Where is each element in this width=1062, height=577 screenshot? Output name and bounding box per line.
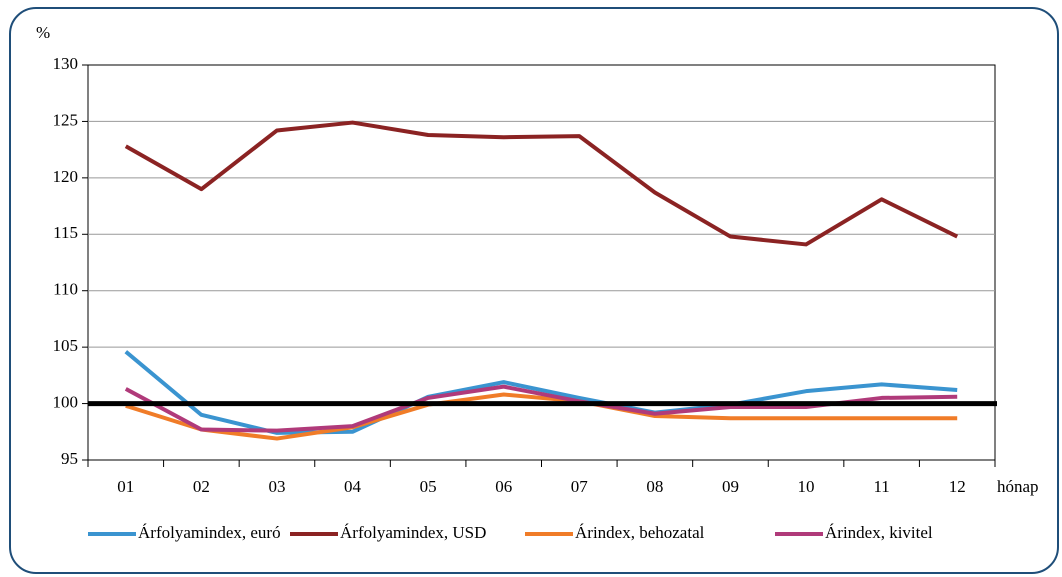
y-tick-label: 105 xyxy=(53,336,79,355)
x-tick-label: 11 xyxy=(873,477,889,496)
legend-label: Árfolyamindex, USD xyxy=(340,523,486,542)
y-tick-label: 110 xyxy=(53,280,78,299)
y-tick-label: 100 xyxy=(53,392,79,411)
x-tick-label: 04 xyxy=(344,477,362,496)
series-line xyxy=(125,392,958,441)
y-axis-label: % xyxy=(36,23,50,42)
x-tick-label: 08 xyxy=(646,477,663,496)
series-line xyxy=(124,120,959,247)
y-tick-label: 120 xyxy=(53,167,79,186)
x-tick-label: 09 xyxy=(722,477,739,496)
legend-label: Árindex, behozatal xyxy=(575,523,705,542)
legend-label: Árindex, kivitel xyxy=(825,523,933,542)
y-tick-label: 130 xyxy=(53,54,79,73)
x-tick-label: 02 xyxy=(193,477,210,496)
x-axis-label: hónap xyxy=(997,477,1039,496)
x-tick-label: 06 xyxy=(495,477,512,496)
y-tick-label: 125 xyxy=(53,110,79,129)
x-tick-label: 12 xyxy=(949,477,966,496)
x-tick-label: 03 xyxy=(268,477,285,496)
x-tick-label: 07 xyxy=(571,477,589,496)
legend-label: Árfolyamindex, euró xyxy=(138,523,281,542)
x-tick-label: 10 xyxy=(798,477,815,496)
x-tick-label: 05 xyxy=(420,477,437,496)
y-tick-label: 95 xyxy=(61,449,78,468)
y-tick-label: 115 xyxy=(53,223,78,242)
x-tick-label: 01 xyxy=(117,477,134,496)
